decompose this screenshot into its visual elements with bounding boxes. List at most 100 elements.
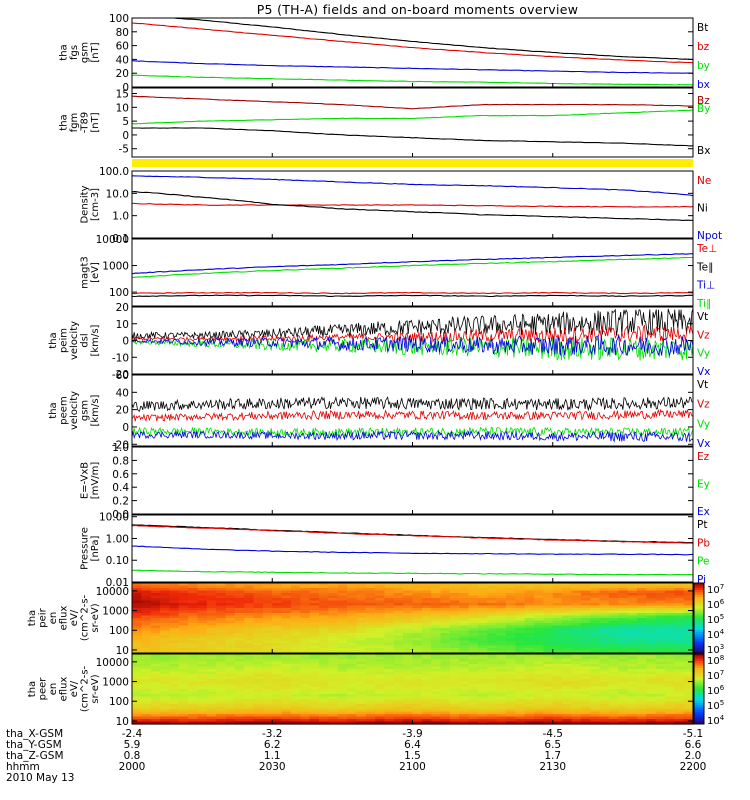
spectrogram-cell [440, 583, 451, 587]
spectrogram-cell [337, 633, 348, 637]
spectrogram-cell [608, 716, 619, 720]
spectrogram-cell [552, 620, 563, 624]
spectrogram-cell [599, 635, 610, 639]
spectrogram-cell [421, 650, 432, 654]
spectrogram-cell [477, 623, 488, 627]
spectrogram-cell [375, 671, 386, 675]
spectrogram-cell [590, 633, 601, 637]
spectrogram-cell [421, 625, 432, 629]
spectrogram-cell [188, 593, 199, 597]
spectrogram-cell [403, 706, 414, 710]
spectrogram-cell [562, 610, 573, 614]
spectrogram-cell [244, 689, 255, 693]
spectrogram-cell [132, 640, 142, 644]
spectrogram-cell [356, 645, 367, 649]
spectrogram-cell [412, 648, 423, 652]
spectrogram-cell [487, 590, 498, 594]
spectrogram-cell [534, 689, 544, 693]
legend-Ey: Ey [697, 479, 710, 491]
spectrogram-cell [356, 590, 367, 594]
spectrogram-cell [459, 638, 470, 642]
spectrogram-cell [365, 590, 376, 594]
spectrogram-cell [534, 620, 544, 624]
spectrogram-cell [459, 648, 470, 652]
spectrogram-cell [328, 699, 339, 703]
spectrogram-cell [132, 615, 142, 619]
spectrogram-cell [449, 704, 460, 708]
series-line-Pb [131, 524, 694, 544]
spectrogram-cell [552, 699, 563, 703]
spectrogram-cell [337, 701, 348, 705]
spectrogram-cell [524, 671, 535, 675]
spectrogram-cell [459, 623, 470, 627]
colorbar-tick-label: 105 [707, 613, 724, 626]
spectrogram-cell [580, 674, 591, 678]
spectrogram-cell [300, 583, 311, 587]
spectrogram-cell [365, 648, 376, 652]
spectrogram-cell [384, 618, 395, 622]
spectrogram-cell [571, 659, 582, 663]
spectrogram-cell [309, 600, 320, 604]
spectrogram-cell [141, 719, 152, 723]
spectrogram-cell [225, 681, 236, 685]
spectrogram-cell [160, 676, 170, 680]
spectrogram-cell [431, 699, 442, 703]
spectrogram-cell [384, 623, 395, 627]
spectrogram-cell [608, 598, 619, 602]
spectrogram-cell [328, 664, 339, 668]
spectrogram-cell [319, 671, 329, 675]
spectrogram-cell [646, 615, 657, 619]
spectrogram-cell [664, 605, 675, 609]
spectrogram-cell [375, 585, 386, 589]
spectrogram-cell [599, 659, 610, 663]
spectrogram-cell [393, 721, 404, 725]
spectrogram-cell [234, 635, 245, 639]
spectrogram-cell [412, 643, 423, 647]
spectrogram-cell [160, 696, 170, 700]
spectrogram-cell [290, 585, 301, 589]
spectrogram-cell [421, 590, 432, 594]
spectrogram-cell [160, 699, 170, 703]
spectrogram-cell [524, 704, 535, 708]
spectrogram-cell [132, 694, 142, 698]
spectrogram-cell [506, 600, 516, 604]
spectrogram-cell [421, 681, 432, 685]
legend-Pi: Pi [697, 574, 706, 586]
spectrogram-cell [272, 686, 283, 690]
spectrogram-cell [337, 721, 348, 725]
spectrogram-cell [599, 620, 610, 624]
spectrogram-cell [664, 654, 675, 658]
spectrogram-cell [683, 721, 694, 725]
spectrogram-cell [618, 676, 629, 680]
spectrogram-cell [449, 711, 460, 715]
spectrogram-cell [216, 603, 227, 607]
spectrogram-cell [281, 635, 292, 639]
spectrogram-cell [571, 666, 582, 670]
spectrogram-cell [319, 593, 329, 597]
spectrogram-cell [319, 585, 329, 589]
spectrogram-cell [515, 669, 526, 673]
spectrogram-cell [431, 595, 442, 599]
spectrogram-cell [571, 679, 582, 683]
spectrogram-cell [459, 598, 470, 602]
spectrogram-cell [580, 595, 591, 599]
spectrogram-cell [646, 643, 657, 647]
spectrogram-cell [655, 628, 666, 632]
spectrogram-cell [262, 709, 273, 713]
y-axis-label: peem [59, 396, 70, 424]
spectrogram-cell [244, 684, 255, 688]
spectrogram-cell [178, 696, 189, 700]
spectrogram-cell [234, 714, 245, 718]
spectrogram-cell [468, 681, 479, 685]
spectrogram-cell [580, 679, 591, 683]
spectrogram-cell [655, 699, 666, 703]
spectrogram-cell [562, 585, 573, 589]
spectrogram-cell [244, 686, 255, 690]
spectrogram-cell [197, 643, 208, 647]
spectrogram-cell [646, 694, 657, 698]
spectrogram-cell [347, 603, 357, 607]
colorbar-tick-exponent: 4 [720, 714, 725, 722]
spectrogram-cell [272, 659, 283, 663]
spectrogram-cell [421, 648, 432, 652]
spectrogram-cell [403, 694, 414, 698]
